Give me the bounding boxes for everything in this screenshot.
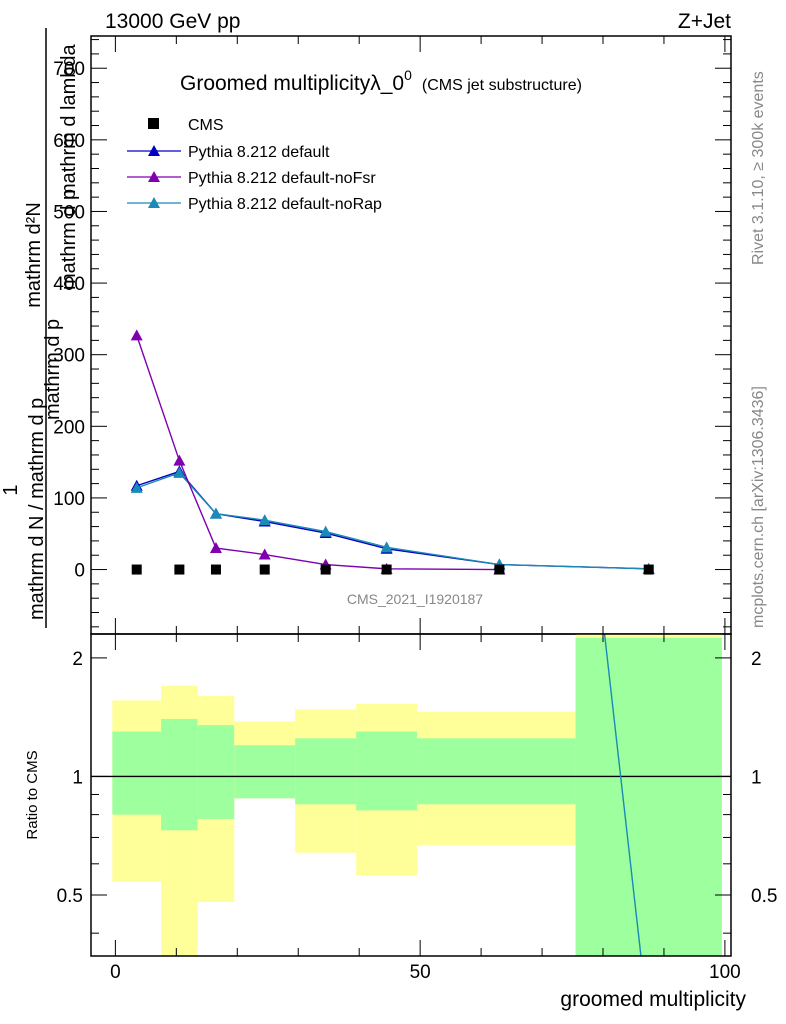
data-point-pythia-8-212-default-norap — [173, 466, 186, 478]
rivet-version-label: Rivet 3.1.10, ≥ 300k events — [750, 71, 767, 265]
ratio-axis-ticks: 0.5 0.5 1 1 2 2 0 50 100 — [57, 634, 777, 983]
legend-marker-default — [148, 145, 160, 156]
data-point-cms — [381, 564, 392, 575]
ratio-ytick-label-right: 1 — [751, 767, 762, 788]
data-point-pythia-8-212-default-norap — [319, 525, 332, 537]
ylabel-dp-1: mathrm d p — [42, 319, 64, 420]
legend-label-cms: CMS — [188, 117, 224, 134]
ratio-xtick-label: 100 — [709, 962, 741, 983]
ratio-stat-uncertainty-band — [295, 738, 357, 805]
ratio-ytick-label: 1 — [72, 767, 83, 788]
ratio-panel: 0.5 0.5 1 1 2 2 0 50 100 Ratio to CMS groomed mu… — [24, 633, 777, 1011]
ratio-ytick-label-right: 0.5 — [751, 886, 777, 907]
ratio-stat-uncertainty-band — [234, 745, 296, 799]
ratio-ytick-label: 2 — [72, 649, 83, 670]
ratio-xtick-label: 50 — [410, 962, 431, 983]
ylabel-dlambda: mathrm d lambda — [58, 44, 80, 200]
ratio-stat-uncertainty-band — [197, 725, 235, 819]
data-point-cms — [210, 564, 221, 575]
main-ytick-label: 700 — [53, 59, 85, 80]
series-line-pythia-8-212-default — [136, 470, 649, 570]
ratio-stat-uncertainty-band — [356, 731, 418, 811]
main-ytick-label: 500 — [53, 202, 85, 223]
data-point-pythia-8-212-default-nofsr — [258, 548, 271, 560]
data-point-pythia-8-212-default-norap — [130, 481, 143, 493]
ratio-stat-uncertainty-band — [575, 637, 722, 956]
legend-marker-nofsr — [148, 171, 160, 182]
ratio-ytick-label-right: 2 — [751, 649, 762, 670]
data-point-pythia-8-212-default-nofsr — [130, 329, 143, 341]
legend-label-nofsr: Pythia 8.212 default-noFsr — [188, 170, 376, 187]
data-point-pythia-8-212-default-norap — [258, 514, 271, 526]
legend-label-norap: Pythia 8.212 default-noRap — [188, 196, 382, 213]
main-ytick-label: 600 — [53, 131, 85, 152]
data-point-cms — [494, 564, 505, 575]
legend: CMS Pythia 8.212 default Pythia 8.212 de… — [127, 117, 382, 213]
main-axis-ticks: 0 100 200 300 400 500 600 700 — [53, 36, 731, 634]
mcplots-label: mcplots.cern.ch [arXiv:1306.3436] — [750, 386, 767, 628]
ylabel-denominator: mathrm d N / mathrm d p — [26, 398, 48, 620]
main-ytick-label: 300 — [53, 346, 85, 367]
series-line-pythia-8-212-default-norap — [136, 472, 649, 570]
ratio-stat-uncertainty-band — [161, 718, 198, 831]
ratio-series-group — [603, 633, 642, 957]
energy-label: 13000 GeV pp — [105, 10, 240, 33]
main-ytick-label: 0 — [74, 561, 85, 582]
legend-marker-norap — [148, 197, 160, 208]
ratio-xlabel: groomed multiplicity — [560, 988, 746, 1011]
data-point-pythia-8-212-default-norap — [209, 507, 222, 519]
ratio-frame — [90, 633, 732, 957]
data-point-cms — [643, 564, 654, 575]
data-point-cms — [131, 564, 142, 575]
main-panel: 0 100 200 300 400 500 600 700 Groomed multiplic… — [0, 28, 732, 635]
ratio-ytick-label: 0.5 — [57, 886, 83, 907]
ylabel-one: 1 — [0, 484, 22, 495]
main-ytick-label: 100 — [53, 489, 85, 510]
legend-label-default: Pythia 8.212 default — [188, 144, 330, 161]
main-ylabel: mathrm d²N 1 mathrm d N / mathrm d p mat… — [0, 28, 80, 628]
series-line-pythia-8-212-default-nofsr — [136, 335, 500, 571]
ratio-line-norap — [603, 633, 642, 957]
data-point-cms — [259, 564, 270, 575]
main-ytick-label: 200 — [53, 417, 85, 438]
data-point-pythia-8-212-default-norap — [380, 541, 393, 553]
ratio-stat-uncertainty-band — [417, 738, 576, 805]
legend-marker-cms — [148, 118, 159, 129]
main-title: Groomed multiplicityλ_00(CMS jet substru… — [180, 67, 582, 95]
main-series-group — [130, 329, 655, 575]
ratio-xtick-label: 0 — [110, 962, 121, 983]
ylabel-dp-2: mathrm d p — [58, 189, 80, 290]
ylabel-numerator: mathrm d²N — [23, 202, 45, 308]
ratio-ylabel: Ratio to CMS — [24, 750, 41, 839]
data-point-cms — [174, 564, 185, 575]
process-label: Z+Jet — [678, 10, 731, 33]
ratio-stat-uncertainty-band — [112, 731, 162, 815]
data-point-cms — [320, 564, 331, 575]
main-frame — [90, 35, 732, 635]
analysis-label: CMS_2021_I1920187 — [347, 591, 483, 607]
ratio-bands — [112, 634, 722, 956]
data-point-pythia-8-212-default-nofsr — [209, 542, 222, 554]
main-ytick-label: 400 — [53, 274, 85, 295]
data-point-pythia-8-212-default-nofsr — [173, 454, 186, 466]
